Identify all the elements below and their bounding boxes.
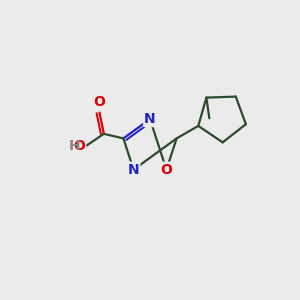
Text: H: H [69,139,80,153]
Text: O: O [94,95,105,109]
Text: N: N [144,112,156,126]
Text: N: N [128,163,140,177]
Text: O: O [160,163,172,177]
Text: O: O [74,139,85,153]
